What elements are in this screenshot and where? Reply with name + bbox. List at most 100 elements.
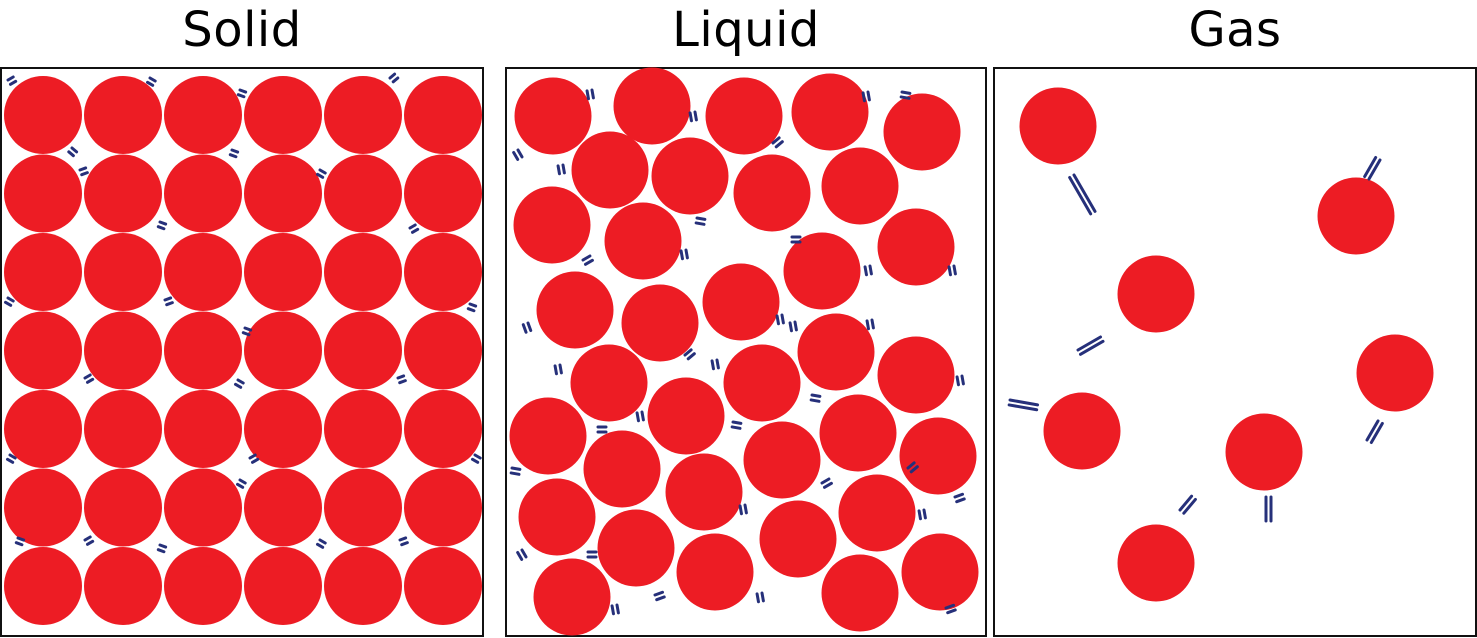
solid-motion-mark (234, 382, 243, 389)
liquid-particle (759, 500, 837, 578)
liquid-motion-mark (731, 420, 743, 425)
solid-particle (84, 547, 162, 625)
solid-particle (4, 311, 82, 390)
solid-particle (164, 76, 242, 154)
liquid-motion-mark (521, 323, 528, 334)
solid-motion-mark (146, 80, 155, 87)
liquid-motion-mark (520, 548, 528, 559)
solid-motion-mark (248, 453, 257, 460)
gas-particle (1043, 392, 1121, 470)
gas-title: Gas (1188, 2, 1282, 58)
liquid-motion-mark (944, 603, 956, 610)
liquid-motion-mark (793, 320, 798, 332)
gas-motion-mark (1182, 497, 1197, 515)
solid-motion-mark (391, 76, 400, 84)
solid-motion-mark (163, 296, 173, 302)
liquid-motion-mark (655, 595, 666, 602)
gas-motion-mark (1079, 339, 1105, 356)
liquid-motion-mark (946, 608, 957, 615)
solid-motion-mark (8, 453, 17, 460)
solid-motion-mark (165, 301, 174, 307)
liquid-particle (651, 137, 729, 215)
solid-motion-mark (6, 457, 15, 464)
liquid-title: Liquid (672, 2, 820, 58)
solid-motion-mark (236, 482, 245, 489)
solid-motion-mark (398, 536, 408, 542)
solid-particle (404, 76, 482, 154)
liquid-particle (838, 474, 916, 552)
solid-particle (244, 233, 322, 311)
liquid-particle (570, 344, 648, 422)
liquid-motion-mark (684, 248, 689, 260)
liquid-motion-mark (694, 221, 706, 226)
liquid-particle (723, 344, 801, 422)
liquid-motion-mark (947, 265, 952, 277)
liquid-particle (702, 263, 780, 341)
liquid-motion-mark (581, 254, 592, 262)
solid-motion-mark (6, 296, 15, 303)
liquid-motion-mark (516, 551, 524, 561)
liquid-motion-mark (866, 90, 871, 102)
solid-particle (244, 76, 322, 154)
liquid-motion-mark (584, 258, 594, 266)
solid-particle (324, 233, 402, 311)
liquid-motion-mark (953, 492, 965, 499)
liquid-motion-mark (558, 363, 563, 375)
solid-motion-mark (471, 457, 480, 464)
liquid-particle (877, 336, 955, 414)
gas-motion-mark (1072, 173, 1097, 213)
solid-particle (84, 390, 162, 468)
liquid-motion-mark (516, 148, 524, 159)
liquid-motion-mark (510, 466, 522, 471)
solid-motion-mark (6, 75, 15, 82)
gas-motion-mark (1369, 421, 1384, 444)
solid-particle (324, 154, 402, 233)
liquid-particle (676, 533, 754, 611)
solid-motion-mark (318, 168, 327, 175)
solid-particle (84, 154, 162, 233)
liquid-motion-mark (820, 477, 831, 485)
liquid-particle (536, 271, 614, 349)
liquid-motion-mark (688, 111, 693, 123)
solid-motion-mark (158, 220, 168, 226)
liquid-particle (791, 73, 869, 151)
solid-motion-mark (411, 227, 420, 234)
solid-particle (164, 311, 242, 390)
liquid-motion-mark (730, 425, 742, 430)
solid-particle (404, 311, 482, 390)
solid-particle (404, 390, 482, 468)
liquid-particle (883, 93, 961, 171)
solid-particle (84, 311, 162, 390)
solid-motion-mark (243, 326, 253, 332)
solid-particle (244, 468, 322, 547)
solid-particle (4, 547, 82, 625)
liquid-particle (647, 377, 725, 455)
liquid-particle (819, 394, 897, 472)
solid-particle (404, 468, 482, 547)
liquid-motion-mark (917, 509, 922, 521)
solid-particle (244, 154, 322, 233)
liquid-motion-mark (900, 90, 912, 95)
liquid-particle (514, 77, 592, 155)
solid-particle (4, 76, 82, 154)
liquid-particle (613, 67, 691, 145)
liquid-particle (513, 186, 591, 264)
solid-motion-mark (468, 302, 478, 308)
liquid-motion-mark (868, 264, 873, 276)
gas-motion-mark (1076, 335, 1103, 352)
solid-motion-mark (83, 373, 92, 380)
liquid-motion-mark (870, 318, 875, 330)
liquid-motion-mark (960, 374, 965, 386)
liquid-particle (733, 154, 811, 232)
liquid-motion-mark (556, 164, 561, 176)
solid-motion-mark (156, 548, 166, 554)
solid-motion-mark (241, 331, 251, 337)
solid-particle (4, 390, 82, 468)
solid-particle (4, 468, 82, 547)
solid-particle (324, 311, 402, 390)
solid-motion-mark (318, 538, 327, 545)
liquid-motion-mark (615, 603, 620, 615)
solid-particle (164, 468, 242, 547)
liquid-motion-mark (955, 497, 966, 504)
